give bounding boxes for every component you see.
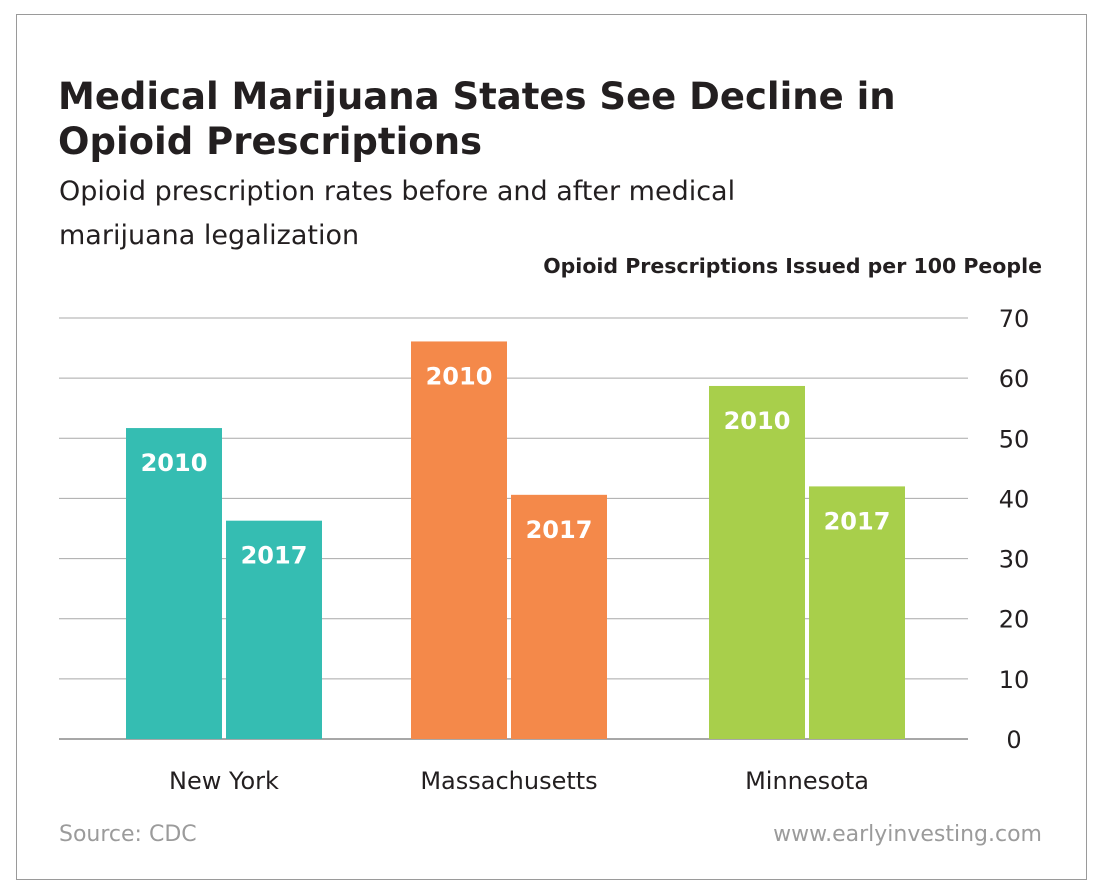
bar-year-label: 2010	[724, 407, 791, 435]
bar-minnesota-2017	[809, 486, 905, 739]
x-category-label: New York	[169, 767, 279, 795]
chart-title: Medical Marijuana States See Decline in …	[58, 75, 896, 163]
bar-massachusetts-2017	[511, 494, 607, 739]
x-category-label: Massachusetts	[420, 767, 597, 795]
y-tick-label: 70	[999, 305, 1030, 333]
y-tick-label: 60	[999, 365, 1030, 393]
bar-minnesota-2010	[709, 385, 805, 739]
bar-year-label: 2010	[426, 362, 493, 390]
website-credit: www.earlyinvesting.com	[773, 822, 1042, 847]
y-axis-title: Opioid Prescriptions Issued per 100 Peop…	[543, 254, 1042, 278]
bar-new-york-2017	[226, 520, 322, 739]
y-tick-label: 40	[999, 485, 1030, 513]
bar-year-label: 2010	[141, 449, 208, 477]
chart-subtitle: Opioid prescription rates before and aft…	[59, 176, 736, 251]
x-category-label: Minnesota	[745, 767, 869, 795]
y-tick-label: 50	[999, 425, 1030, 453]
bar-new-york-2010	[126, 428, 222, 739]
bar-year-label: 2017	[241, 542, 308, 570]
chart-frame	[16, 14, 1087, 880]
bar-year-label: 2017	[526, 516, 593, 544]
bar-year-label: 2017	[824, 507, 891, 535]
y-tick-label: 10	[999, 666, 1030, 694]
y-tick-label: 0	[1006, 726, 1021, 754]
y-tick-label: 20	[999, 606, 1030, 634]
y-tick-label: 30	[999, 546, 1030, 574]
labels: 0 10 20 30 40 50 60 70 2010 2017 New York 2010 2017 M…	[141, 305, 1030, 795]
source-note: Source: CDC	[59, 822, 197, 847]
bars	[126, 341, 905, 739]
bar-massachusetts-2010	[411, 341, 507, 739]
